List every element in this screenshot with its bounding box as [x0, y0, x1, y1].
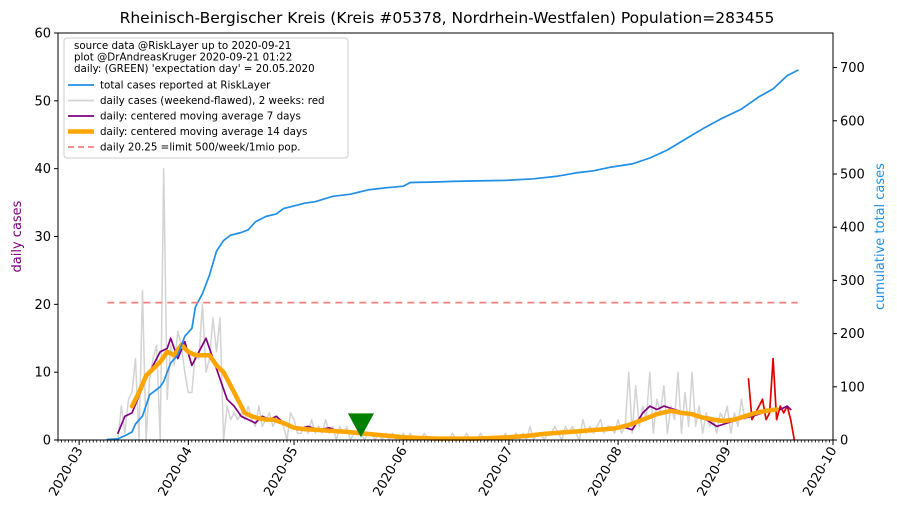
legend-label: total cases reported at RiskLayer [100, 80, 271, 92]
y2-tick-label: 300 [840, 274, 865, 289]
y2-tick-label: 600 [840, 114, 865, 129]
y2-axis-label: cumulative total cases [873, 163, 888, 310]
y-tick-label: 50 [34, 94, 51, 109]
legend-note-line: daily: (GREEN) 'expectation day' = 20.05… [74, 63, 315, 75]
legend-note-line: plot @DrAndreasKruger 2020-09-21 01:22 [74, 52, 292, 64]
y-tick-label: 30 [34, 230, 51, 245]
legend-label: daily: centered moving average 7 days [100, 111, 301, 123]
y-tick-label: 20 [34, 298, 51, 313]
y2-tick-label: 200 [840, 327, 865, 342]
y2-tick-label: 100 [840, 380, 865, 395]
legend-label: daily: centered moving average 14 days [100, 126, 307, 138]
y-tick-label: 60 [34, 27, 51, 42]
legend: source data @RiskLayer up to 2020-09-21p… [63, 37, 349, 159]
y2-tick-label: 500 [840, 167, 865, 182]
legend-label: daily 20.25 =limit 500/week/1mio pop. [100, 142, 301, 154]
series-line-5 [129, 342, 779, 441]
y2-tick-label: 700 [840, 61, 865, 76]
expectation-day-marker [347, 413, 374, 438]
plot-area [106, 69, 799, 441]
legend-label: daily cases (weekend-flawed), 2 weeks: r… [100, 95, 325, 107]
y2-tick-label: 400 [840, 221, 865, 236]
chart-title: Rheinisch-Bergischer Kreis (Kreis #05378… [120, 9, 775, 27]
legend-note-line: source data @RiskLayer up to 2020-09-21 [74, 40, 291, 52]
y-tick-label: 0 [43, 434, 51, 449]
y-tick-label: 10 [34, 366, 51, 381]
series-line-1 [106, 69, 799, 441]
y-axis-label: daily cases [10, 200, 25, 272]
y2-tick-label: 0 [840, 434, 848, 449]
y-tick-label: 40 [34, 162, 51, 177]
legend-box [63, 37, 349, 159]
